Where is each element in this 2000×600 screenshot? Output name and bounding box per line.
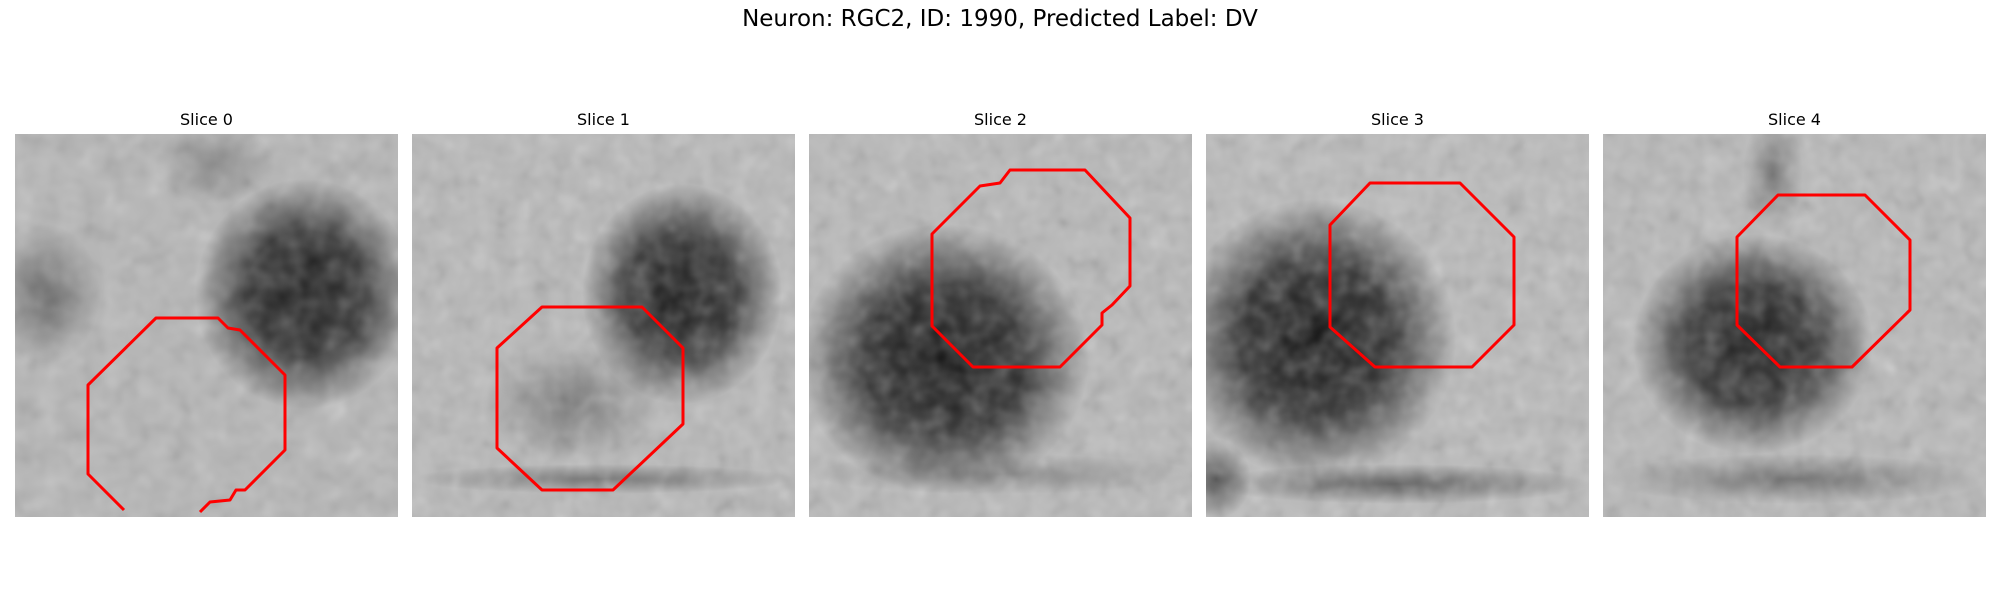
slice-panel-2: Slice 2 bbox=[809, 108, 1192, 518]
slice-image-2 bbox=[809, 134, 1192, 517]
slice-image-4 bbox=[1603, 134, 1986, 517]
slice-title: Slice 4 bbox=[1768, 110, 1821, 129]
slice-panel-4: Slice 4 bbox=[1603, 108, 1986, 518]
slice-image-3 bbox=[1206, 134, 1589, 517]
figure-title: Neuron: RGC2, ID: 1990, Predicted Label:… bbox=[742, 6, 1258, 32]
slice-title: Slice 2 bbox=[974, 110, 1027, 129]
slice-panel-0: Slice 0 bbox=[15, 108, 398, 518]
slice-panel-1: Slice 1 bbox=[412, 108, 795, 518]
slice-image-1 bbox=[412, 134, 795, 517]
slice-panel-3: Slice 3 bbox=[1206, 108, 1589, 518]
slice-image-0 bbox=[15, 134, 398, 517]
slice-title: Slice 0 bbox=[180, 110, 233, 129]
slice-title: Slice 3 bbox=[1371, 110, 1424, 129]
slice-title: Slice 1 bbox=[577, 110, 630, 129]
